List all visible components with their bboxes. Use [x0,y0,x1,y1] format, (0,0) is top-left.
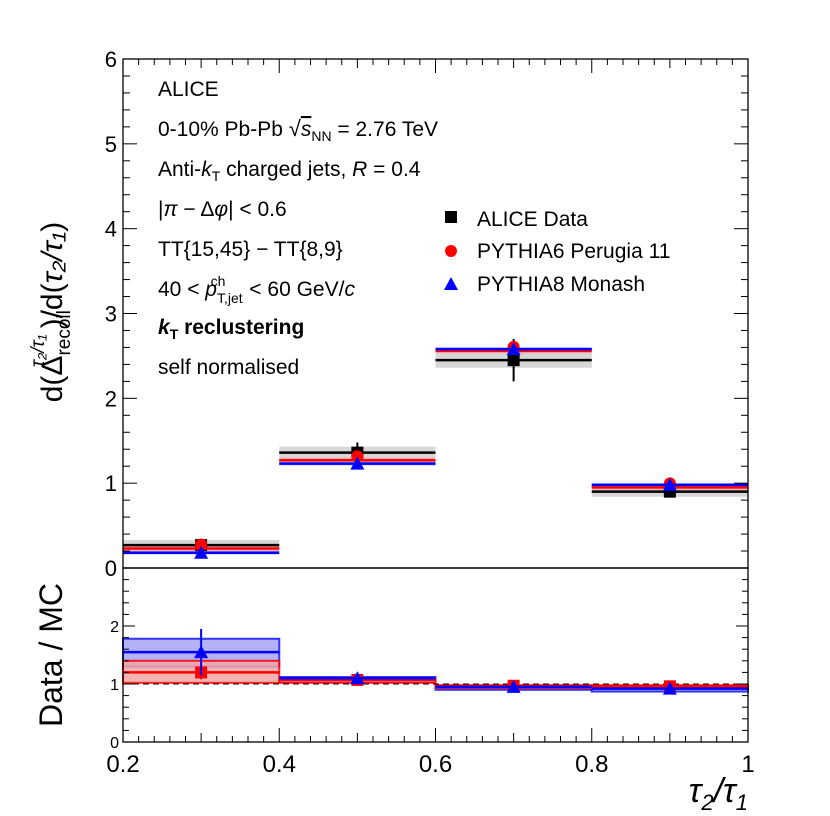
marker-pythia8-bin-2 [506,342,521,356]
axis-tick-labels: 0.2 0.4 0.6 0.8 1 0 1 2 3 4 5 6 0 1 2 [105,47,755,778]
marker-pythia6-bin-1 [351,450,364,463]
y-tick-label-ratio-1: 1 [110,677,119,694]
marker-ratio-pythia8-bin-2 [506,679,521,693]
legend-marker-pythia8 [444,277,458,290]
delta-phi-label: |π − Δφ| < 0.6 [158,198,287,221]
x-axis-title: τ2/τ1 [689,772,748,815]
y-axis-title-ratio: Data / MC [33,583,69,727]
upper-data-marks [123,338,748,559]
annotation-block: ALICE 0-10% Pb-Pb √sNN = 2.76 TeV Anti-k… [158,78,438,379]
y-tick-label-upper-4: 4 [105,217,117,242]
legend-marker-data [445,211,457,223]
marker-ratio-pythia8-bin-0 [194,645,209,659]
legend: ALICE Data PYTHIA6 Perugia 11 PYTHIA8 Mo… [444,208,670,296]
x-tick-label-4: 1 [741,751,754,778]
legend-label-data: ALICE Data [477,208,588,231]
y-tick-label-upper-2: 2 [105,386,117,411]
y-tick-label-upper-6: 6 [105,47,117,72]
y-tick-label-upper-1: 1 [105,471,117,496]
norm-label: self normalised [158,356,299,379]
jets-label: Anti-kT charged jets, R = 0.4 [158,158,421,184]
marker-pythia8-bin-3 [662,477,677,491]
legend-label-pythia6: PYTHIA6 Perugia 11 [477,240,670,263]
y-tick-label-upper-5: 5 [105,132,117,157]
marker-ratio-pythia8-bin-1 [350,671,365,685]
marker-pythia8-bin-1 [350,456,365,470]
y-tick-label-upper-0: 0 [105,556,117,581]
pt-range-label: 40 < pT,jetch < 60 GeV/c [158,273,355,306]
collision-label: 0-10% Pb-Pb √sNN = 2.76 TeV [158,116,438,144]
ratio-data-marks [123,628,748,695]
legend-label-pythia8: PYTHIA8 Monash [477,273,645,296]
recluster-label: kT reclustering [158,316,304,342]
y-axis-title-upper: d(Δrecoilτ₂/τ₁)/d(τ₂/τ₁) [28,222,75,403]
legend-marker-pythia6 [445,245,457,257]
x-tick-label-1: 0.4 [263,751,296,778]
y-tick-label-ratio-2: 2 [110,619,119,636]
x-tick-label-2: 0.6 [419,751,452,778]
marker-data-bin-2 [507,354,520,367]
x-tick-label-3: 0.8 [575,751,608,778]
marker-pythia8-bin-0 [194,545,209,559]
marker-ratio-pythia8-bin-3 [662,681,677,695]
experiment-label: ALICE [158,78,219,101]
trigger-label: TT{15,45} − TT{8,9} [158,238,343,261]
y-tick-label-upper-3: 3 [105,302,117,327]
axis-ticks [122,58,749,743]
y-tick-label-ratio-0: 0 [110,735,119,752]
x-tick-label-0: 0.2 [106,751,139,778]
marker-pythia6-bin-0 [195,538,208,551]
